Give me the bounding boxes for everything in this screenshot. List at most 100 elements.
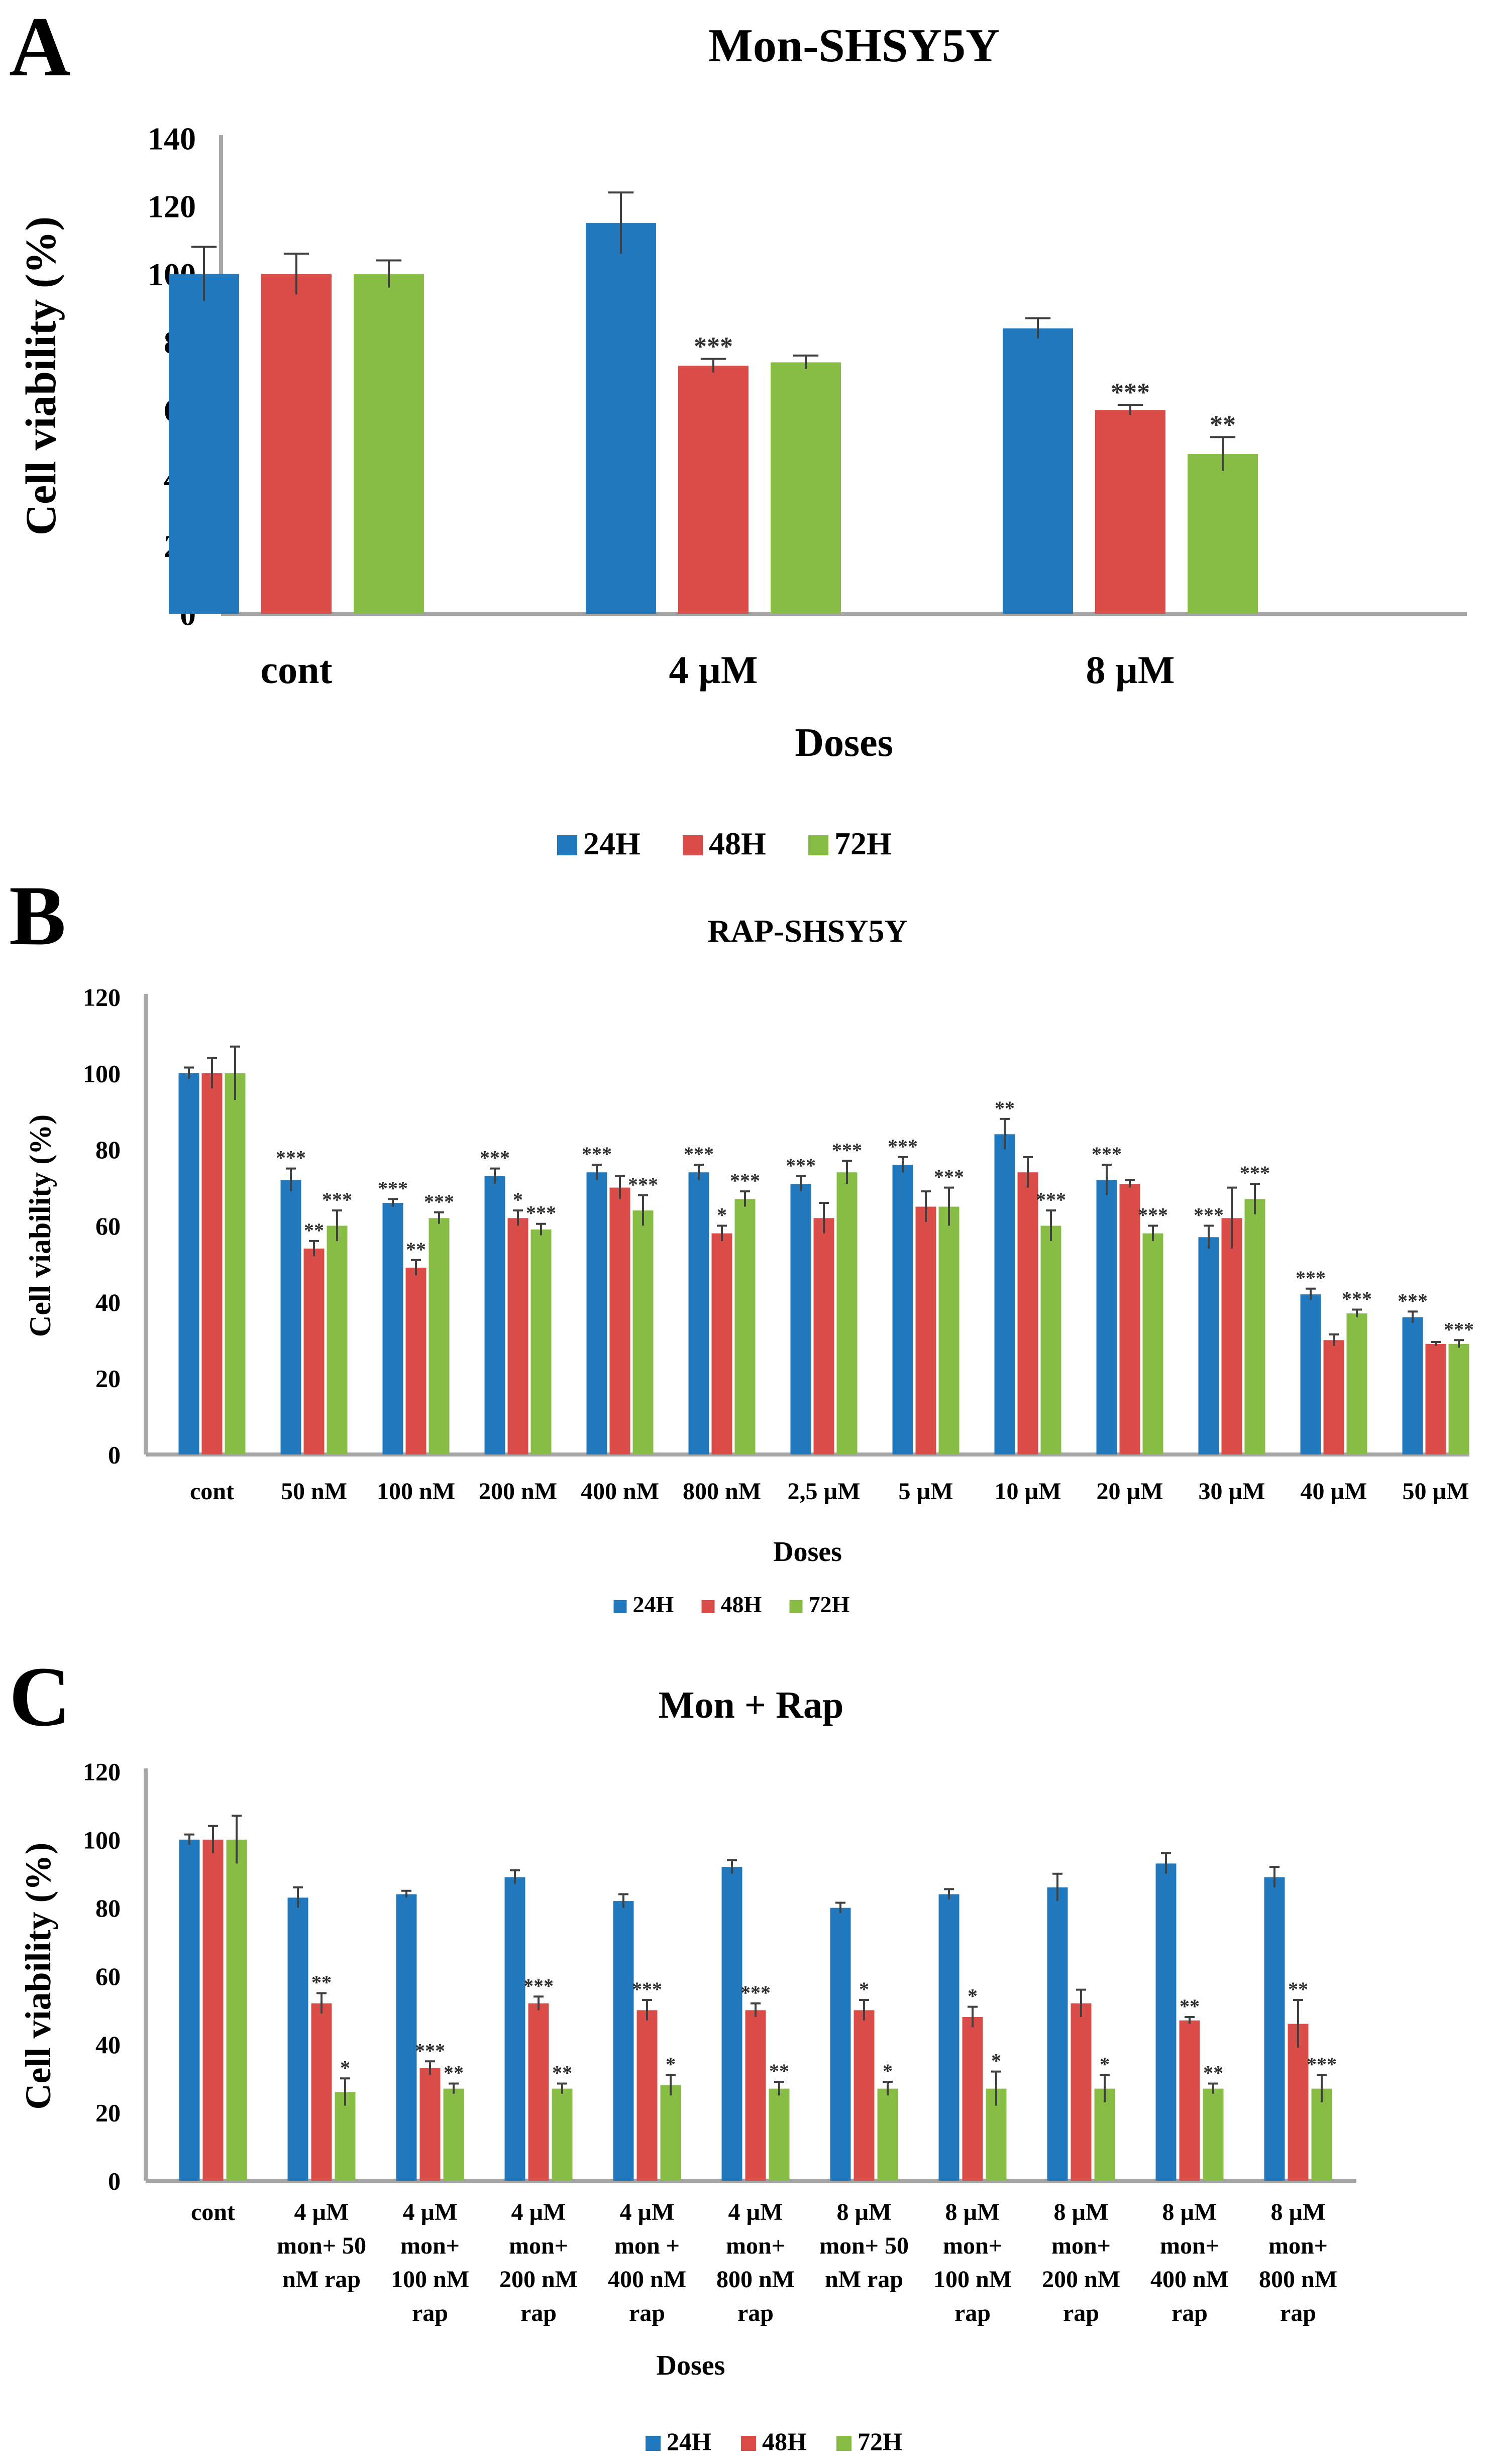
legend-swatch-48h [701, 1600, 715, 1613]
x-tick-label: 200 nM [1042, 2266, 1120, 2293]
bar-48h [1288, 2024, 1309, 2181]
legend-label: 24H [583, 826, 641, 861]
bar-48h [813, 1218, 834, 1454]
x-tick-label: 8 µM [1086, 648, 1175, 692]
x-tick-label: mon+ 50 [819, 2232, 909, 2259]
y-tick-label: 40 [95, 1288, 121, 1316]
significance-mark: *** [632, 1978, 662, 2000]
significance-mark: ** [1288, 1978, 1308, 2000]
significance-mark: *** [786, 1154, 816, 1177]
bar-72h [530, 1229, 552, 1454]
x-tick-label: 100 nM [377, 1478, 455, 1505]
x-tick-label: rap [954, 2300, 991, 2326]
bar-24h [586, 1172, 607, 1454]
x-tick-label: 5 µM [899, 1478, 953, 1505]
legend-swatch-24h [646, 2436, 661, 2451]
significance-mark: * [968, 1985, 978, 2007]
bar-24h [1047, 1887, 1068, 2181]
significance-mark: ** [1203, 2061, 1223, 2084]
bar-72h [632, 1210, 654, 1454]
y-tick-label: 100 [83, 1059, 121, 1087]
significance-mark: ** [995, 1097, 1015, 1119]
x-tick-label: mon+ [943, 2232, 1002, 2259]
x-tick-label: 2,5 µM [788, 1478, 861, 1505]
x-tick-label: mon+ [726, 2232, 785, 2259]
y-tick-label: 140 [148, 121, 196, 156]
legend-label: 48H [709, 826, 766, 861]
bar-48h [201, 1073, 223, 1454]
significance-mark: *** [1194, 1204, 1224, 1226]
y-tick-label: 100 [83, 1826, 121, 1854]
legend-label: 72H [809, 1592, 850, 1617]
bar-72h [836, 1172, 858, 1454]
x-tick-label: mon+ [400, 2232, 460, 2259]
significance-mark: *** [1342, 1288, 1372, 1310]
x-tick-label: nM rap [825, 2266, 903, 2293]
bar-72h [1040, 1225, 1061, 1454]
y-tick-label: 20 [95, 2099, 121, 2127]
bar-48h [1017, 1172, 1038, 1454]
x-tick-label: 4 µM [294, 2199, 349, 2225]
bar-48h [609, 1187, 630, 1454]
legend-label: 48H [762, 2427, 807, 2455]
x-tick-label: 800 nM [683, 1478, 761, 1505]
bar-72h [225, 1073, 246, 1454]
significance-mark: *** [740, 1981, 771, 2004]
x-tick-label: rap [1280, 2300, 1316, 2326]
legend-label: 24H [633, 1592, 674, 1617]
x-tick-label: 8 µM [1162, 2199, 1217, 2225]
bar-72h [734, 1199, 756, 1454]
significance-mark: *** [694, 332, 733, 361]
legend-swatch-48h [741, 2436, 756, 2451]
legend-label: 72H [858, 2427, 902, 2455]
bar-24h [721, 1867, 742, 2181]
y-axis-label: Cell viability (%) [17, 216, 65, 535]
significance-mark: *** [322, 1188, 352, 1211]
y-tick-label: 60 [95, 1962, 121, 1990]
bar-72h [429, 1218, 450, 1454]
significance-mark: *** [1111, 378, 1150, 407]
significance-mark: * [340, 2056, 350, 2079]
bar-48h [303, 1249, 325, 1454]
x-tick-label: rap [737, 2300, 774, 2326]
significance-mark: * [1100, 2053, 1110, 2075]
significance-mark: ** [304, 1219, 324, 1242]
bar-72h [938, 1206, 960, 1454]
significance-mark: *** [1138, 1204, 1168, 1226]
x-tick-label: 100 nM [933, 2266, 1012, 2293]
significance-mark: * [666, 2053, 676, 2075]
x-tick-label: 8 µM [1054, 2199, 1109, 2225]
x-tick-label: 400 nM [1150, 2266, 1229, 2293]
x-tick-label: 50 nM [281, 1478, 347, 1505]
bar-72h [769, 2088, 790, 2181]
significance-mark: *** [523, 1974, 554, 1997]
y-tick-label: 20 [95, 1365, 121, 1393]
x-tick-label: 10 µM [995, 1478, 1061, 1505]
legend: 24H 48H 72H [646, 2427, 902, 2455]
bar-24h [179, 1839, 200, 2181]
significance-mark: * [883, 2060, 893, 2082]
x-tick-label: 4 µM [511, 2199, 566, 2225]
bar-48h [419, 2068, 441, 2181]
significance-mark: * [991, 2050, 1001, 2072]
bar-48h [1071, 2003, 1092, 2181]
bar-48h [854, 2010, 875, 2181]
legend-swatch-72h [836, 2436, 851, 2451]
significance-mark: *** [1444, 1318, 1474, 1340]
bar-24h [178, 1073, 199, 1454]
significance-mark: *** [730, 1169, 760, 1192]
bar-24h [688, 1172, 709, 1454]
x-tick-label: 800 nM [1259, 2266, 1337, 2293]
x-tick-label: nM rap [282, 2266, 361, 2293]
bar-48h [678, 366, 749, 614]
significance-mark: * [513, 1188, 523, 1211]
bar-24h [1003, 328, 1073, 614]
bar-48h [1095, 410, 1165, 614]
bar-48h [311, 2003, 332, 2181]
significance-mark: ** [1210, 410, 1236, 439]
chart-panel-b: B RAP-SHSY5Y 0 20 40 60 80 100 120 Cell viability… [9, 868, 1474, 1617]
bar-48h [1323, 1340, 1344, 1454]
x-tick-label: 40 µM [1301, 1478, 1367, 1505]
